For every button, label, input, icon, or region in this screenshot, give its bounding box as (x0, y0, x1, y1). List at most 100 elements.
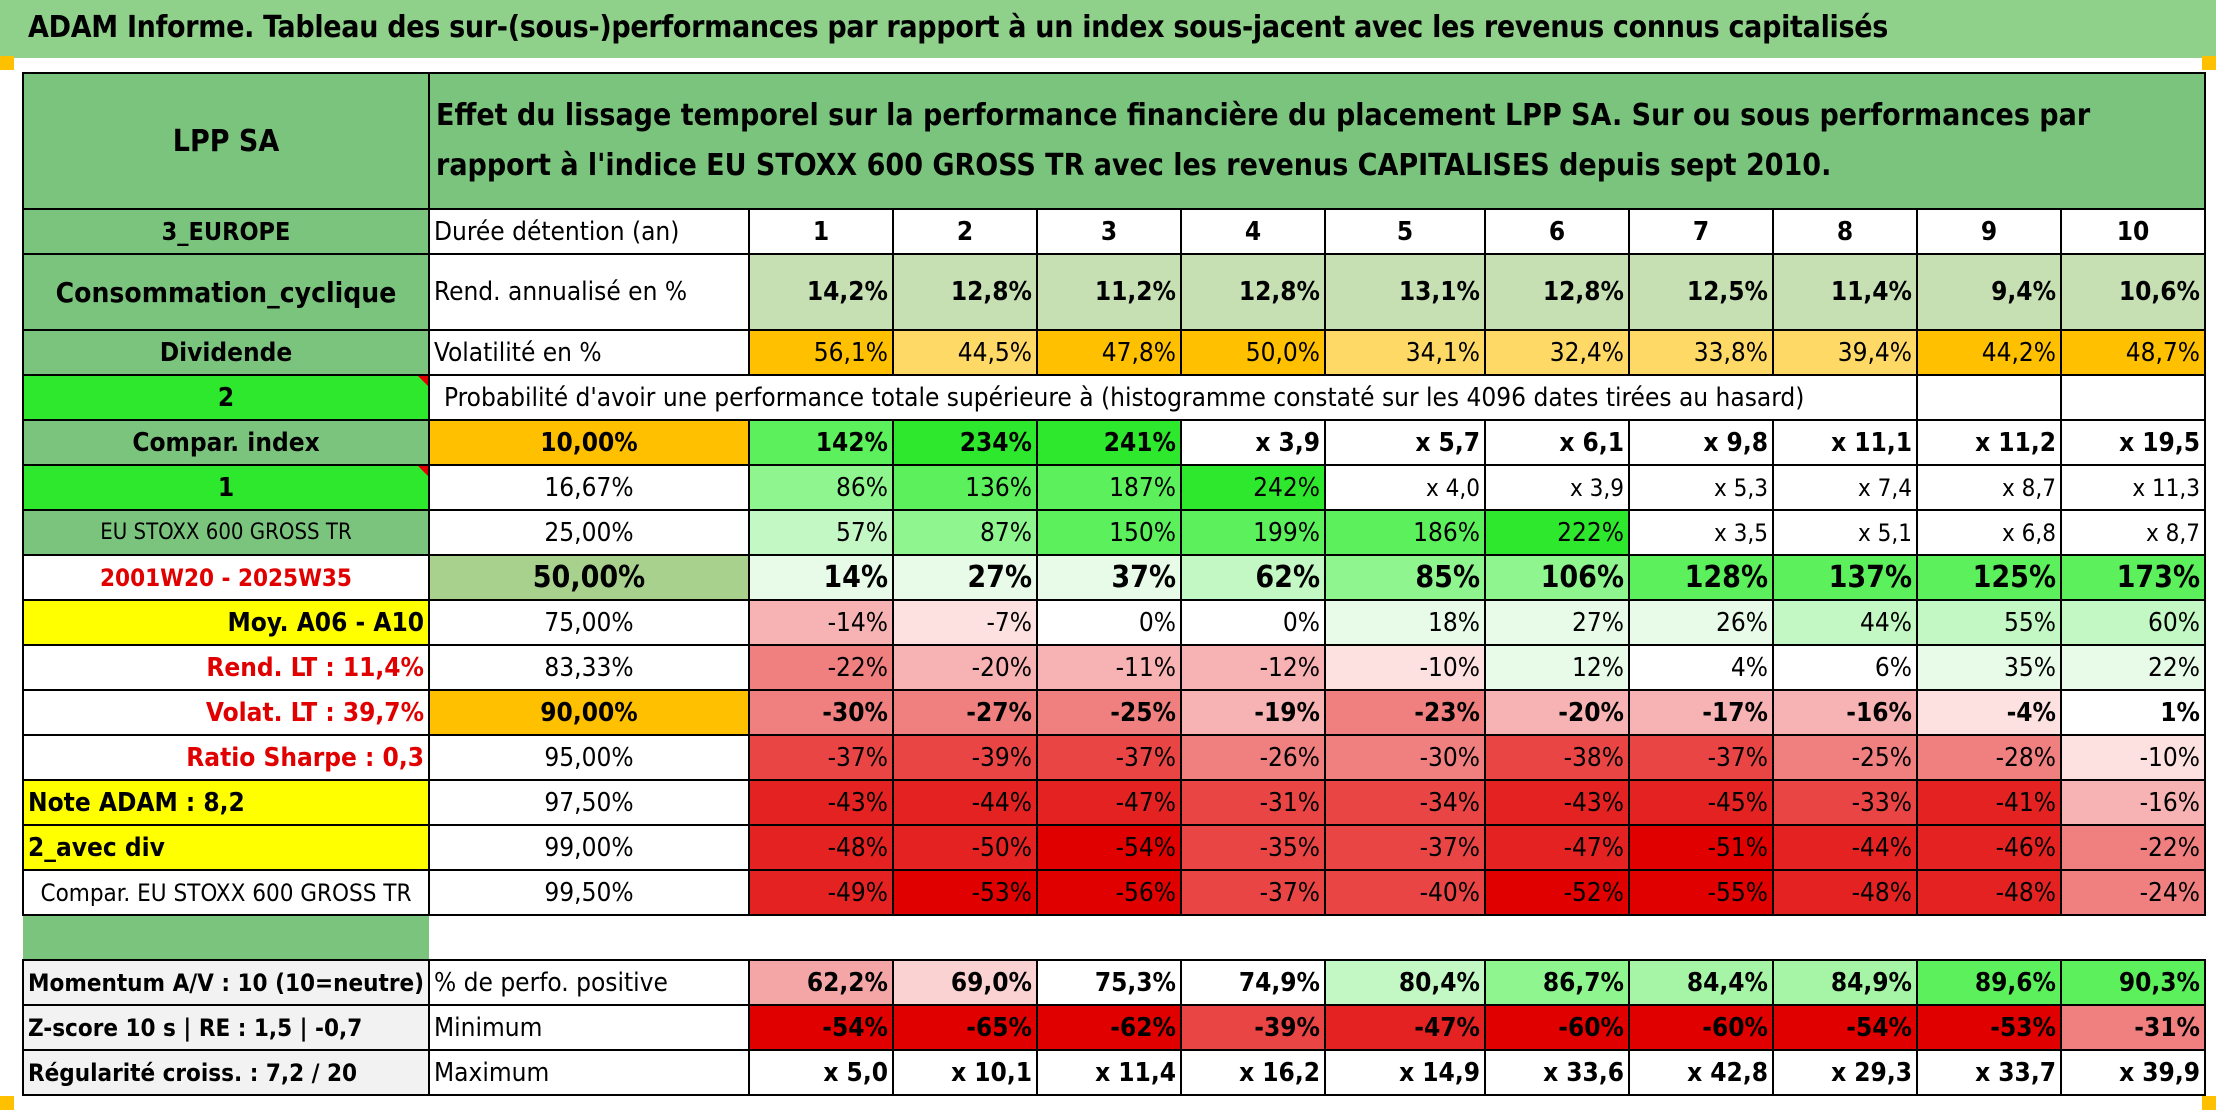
perf-value[interactable]: -40% (1324, 869, 1486, 916)
spacer-cell[interactable] (23, 915, 429, 960)
vol-value[interactable]: 50,0% (1180, 329, 1326, 376)
perf-value[interactable]: -22% (748, 644, 894, 691)
perf-value[interactable]: 234% (892, 419, 1038, 466)
rend-value[interactable]: 14,2% (748, 253, 894, 331)
percentile-value[interactable]: 95,00% (428, 734, 750, 781)
year-header[interactable]: 10 (2060, 208, 2206, 255)
max-value[interactable]: x 10,1 (892, 1049, 1038, 1096)
max-value[interactable]: x 33,6 (1484, 1049, 1630, 1096)
avecdiv-label[interactable]: 2_avec div (22, 824, 430, 871)
perf-value[interactable]: -30% (748, 689, 894, 736)
pos-value[interactable]: 84,4% (1628, 959, 1774, 1006)
min-value[interactable]: -53% (1916, 1004, 2062, 1051)
region-label[interactable]: 3_EUROPE (22, 208, 430, 255)
perf-value[interactable]: -27% (892, 689, 1038, 736)
perf-value[interactable]: -52% (1484, 869, 1630, 916)
rend-value[interactable]: 9,4% (1916, 253, 2062, 331)
percentile-value[interactable]: 97,50% (428, 779, 750, 826)
perf-value[interactable]: 186% (1324, 509, 1486, 556)
rend-value[interactable]: 12,8% (892, 253, 1038, 331)
intro-text[interactable]: Effet du lissage temporel sur la perform… (428, 72, 2206, 210)
year-header[interactable]: 2 (892, 208, 1038, 255)
percentile-value[interactable]: 25,00% (428, 509, 750, 556)
max-value[interactable]: x 39,9 (2060, 1049, 2206, 1096)
pos-value[interactable]: 62,2% (748, 959, 894, 1006)
perf-value[interactable]: -35% (1180, 824, 1326, 871)
perf-value[interactable]: x 6,1 (1484, 419, 1630, 466)
min-value[interactable]: -39% (1180, 1004, 1326, 1051)
perf-value[interactable]: -17% (1628, 689, 1774, 736)
empty-cell[interactable] (1916, 374, 2062, 421)
perf-value[interactable]: -56% (1036, 869, 1182, 916)
rend-value[interactable]: 12,8% (1484, 253, 1630, 331)
perf-value[interactable]: x 19,5 (2060, 419, 2206, 466)
perf-value[interactable]: -44% (892, 779, 1038, 826)
pos-value[interactable]: 80,4% (1324, 959, 1486, 1006)
zscore-label[interactable]: Z-score 10 s | RE : 1,5 | -0,7 (22, 1004, 430, 1051)
perf-value[interactable]: x 3,9 (1484, 464, 1630, 511)
momentum-label[interactable]: Momentum A/V : 10 (10=neutre) (22, 959, 430, 1006)
perf-value[interactable]: x 4,0 (1324, 464, 1486, 511)
perf-value[interactable]: -31% (1180, 779, 1326, 826)
period-label[interactable]: 2001W20 - 2025W35 (22, 554, 430, 601)
perf-value[interactable]: -49% (748, 869, 894, 916)
min-value[interactable]: -31% (2060, 1004, 2206, 1051)
perf-value[interactable]: -33% (1772, 779, 1918, 826)
percentile-value[interactable]: 10,00% (428, 419, 750, 466)
min-value[interactable]: -60% (1628, 1004, 1774, 1051)
vol-value[interactable]: 44,2% (1916, 329, 2062, 376)
vol-label[interactable]: Volatilité en % (428, 329, 750, 376)
year-header[interactable]: 1 (748, 208, 894, 255)
perf-value[interactable]: -43% (748, 779, 894, 826)
perf-value[interactable]: -39% (892, 734, 1038, 781)
perf-value[interactable]: 26% (1628, 599, 1774, 646)
min-value[interactable]: -47% (1324, 1004, 1486, 1051)
perf-value[interactable]: 22% (2060, 644, 2206, 691)
perf-value[interactable]: -48% (748, 824, 894, 871)
perf-value[interactable]: 187% (1036, 464, 1182, 511)
perf-value[interactable]: -41% (1916, 779, 2062, 826)
perf-value[interactable]: 55% (1916, 599, 2062, 646)
perf-value[interactable]: 27% (1484, 599, 1630, 646)
compar-eu-label[interactable]: Compar. EU STOXX 600 GROSS TR (22, 869, 430, 916)
percentile-value[interactable]: 75,00% (428, 599, 750, 646)
perf-value[interactable]: -50% (892, 824, 1038, 871)
year-header[interactable]: 5 (1324, 208, 1486, 255)
perf-value[interactable]: 199% (1180, 509, 1326, 556)
max-value[interactable]: x 11,4 (1036, 1049, 1182, 1096)
perf-value[interactable]: 173% (2060, 554, 2206, 601)
perf-value[interactable]: -12% (1180, 644, 1326, 691)
perf-value[interactable]: -23% (1324, 689, 1486, 736)
vol-value[interactable]: 56,1% (748, 329, 894, 376)
perf-value[interactable]: 125% (1916, 554, 2062, 601)
vol-value[interactable]: 34,1% (1324, 329, 1486, 376)
perf-value[interactable]: 87% (892, 509, 1038, 556)
rend-lt-label[interactable]: Rend. LT : 11,4% (22, 644, 430, 691)
percentile-value[interactable]: 83,33% (428, 644, 750, 691)
min-value[interactable]: -65% (892, 1004, 1038, 1051)
perf-value[interactable]: 137% (1772, 554, 1918, 601)
perf-value[interactable]: 85% (1324, 554, 1486, 601)
pos-label[interactable]: % de perfo. positive (428, 959, 750, 1006)
perf-value[interactable]: -37% (748, 734, 894, 781)
perf-value[interactable]: x 8,7 (1916, 464, 2062, 511)
max-label[interactable]: Maximum (428, 1049, 750, 1096)
min-value[interactable]: -62% (1036, 1004, 1182, 1051)
empty-cell[interactable] (2060, 374, 2206, 421)
perf-value[interactable]: -37% (1628, 734, 1774, 781)
perf-value[interactable]: -20% (892, 644, 1038, 691)
perf-value[interactable]: 142% (748, 419, 894, 466)
year-header[interactable]: 6 (1484, 208, 1630, 255)
value-one[interactable]: 1 (22, 464, 430, 511)
percentile-value[interactable]: 16,67% (428, 464, 750, 511)
perf-value[interactable]: -37% (1036, 734, 1182, 781)
rend-value[interactable]: 11,4% (1772, 253, 1918, 331)
perf-value[interactable]: -37% (1180, 869, 1326, 916)
perf-value[interactable]: x 6,8 (1916, 509, 2062, 556)
vol-value[interactable]: 47,8% (1036, 329, 1182, 376)
perf-value[interactable]: -55% (1628, 869, 1774, 916)
proba-label[interactable]: Probabilité d'avoir une performance tota… (428, 374, 1918, 421)
rend-value[interactable]: 13,1% (1324, 253, 1486, 331)
perf-value[interactable]: 222% (1484, 509, 1630, 556)
perf-value[interactable]: 37% (1036, 554, 1182, 601)
